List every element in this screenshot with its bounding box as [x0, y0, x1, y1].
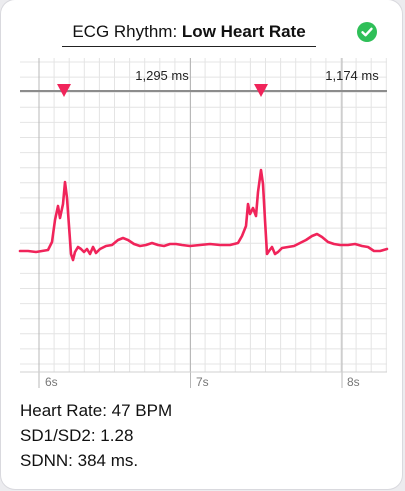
- checkmark-circle-icon: [357, 22, 377, 42]
- time-axis-label: 6s: [45, 375, 58, 389]
- sd1-sd2-text: SD1/SD2: 1.28: [20, 426, 134, 445]
- r-peak-marker[interactable]: [57, 84, 71, 97]
- chart-grid: [20, 58, 387, 388]
- time-axis-label: 7s: [196, 375, 209, 389]
- title-prefix: ECG Rhythm:: [72, 22, 178, 41]
- sdnn-text: SDNN: 384 ms.: [20, 451, 139, 470]
- title-dropdown[interactable]: ECG Rhythm: Low Heart Rate: [62, 18, 316, 47]
- metrics-panel: Heart Rate: 47 BPM SD1/SD2: 1.28 SDNN: 3…: [20, 398, 172, 473]
- card-header: ECG Rhythm: Low Heart Rate: [0, 16, 405, 48]
- interval-label: 1,295 ms: [135, 68, 189, 83]
- ecg-trace: [18, 168, 389, 262]
- title-value: Low Heart Rate: [181, 22, 306, 41]
- interval-label: 1,174 ms: [325, 68, 379, 83]
- heart-rate-text: Heart Rate: 47 BPM: [20, 401, 173, 420]
- time-axis-label: 8s: [347, 375, 360, 389]
- ecg-chart: 1,295 ms 1,174 ms 6s 7s 8s: [18, 58, 389, 389]
- r-peak-marker[interactable]: [254, 84, 268, 97]
- page-title: ECG Rhythm: Low Heart Rate: [62, 22, 316, 42]
